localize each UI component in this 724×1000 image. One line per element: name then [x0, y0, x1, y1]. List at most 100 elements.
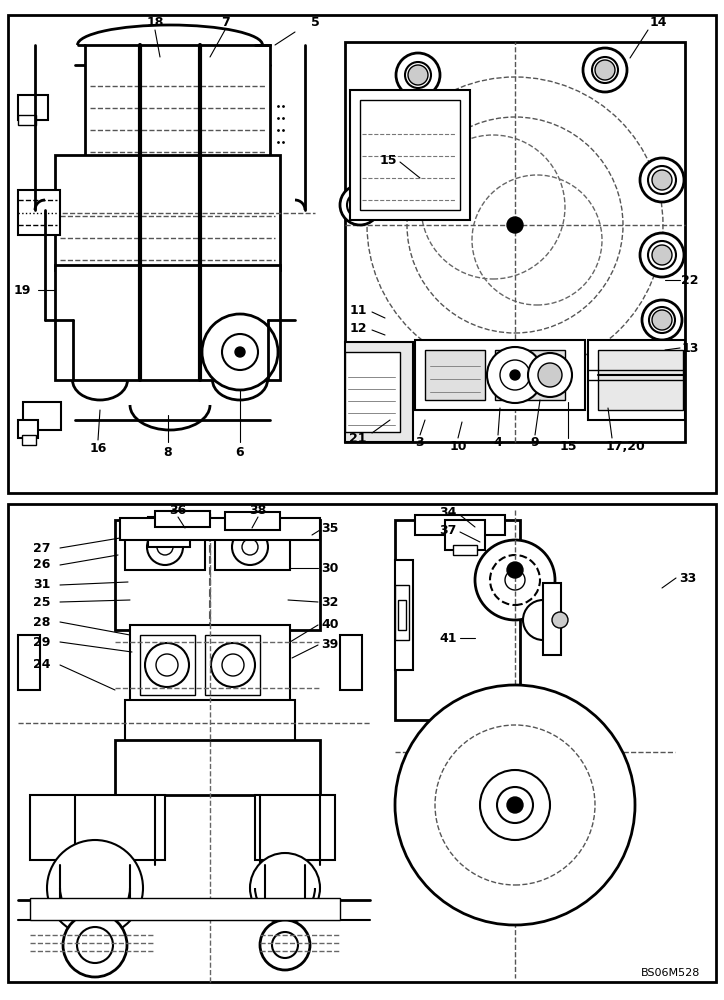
- Text: 4: 4: [494, 436, 502, 448]
- Text: 6: 6: [236, 446, 244, 458]
- Bar: [215, 525, 290, 570]
- Text: 32: 32: [321, 595, 339, 608]
- Circle shape: [642, 300, 682, 340]
- Bar: [445, 520, 485, 550]
- Circle shape: [652, 170, 672, 190]
- Circle shape: [595, 60, 615, 80]
- Text: 33: 33: [679, 572, 696, 584]
- Circle shape: [47, 840, 143, 936]
- Circle shape: [648, 166, 676, 194]
- Bar: [125, 700, 295, 745]
- Bar: [415, 515, 505, 535]
- Text: 18: 18: [146, 15, 164, 28]
- Circle shape: [232, 529, 268, 565]
- Text: 24: 24: [33, 658, 51, 672]
- Circle shape: [592, 57, 618, 83]
- Text: 30: 30: [321, 562, 339, 574]
- Circle shape: [480, 770, 550, 840]
- Text: BS06M528: BS06M528: [641, 968, 700, 978]
- Bar: [140, 635, 195, 695]
- Text: 15: 15: [559, 440, 577, 452]
- Bar: [340, 635, 362, 690]
- Bar: [395, 585, 409, 640]
- Text: 14: 14: [649, 15, 667, 28]
- Text: 10: 10: [450, 440, 467, 452]
- Circle shape: [242, 539, 258, 555]
- Bar: [130, 625, 290, 705]
- Circle shape: [500, 360, 530, 390]
- Circle shape: [510, 370, 520, 380]
- Bar: [425, 350, 485, 400]
- Text: 15: 15: [379, 153, 397, 166]
- Text: 11: 11: [349, 304, 367, 316]
- Bar: [8, 504, 716, 982]
- Text: 41: 41: [439, 632, 457, 645]
- Bar: [8, 15, 716, 493]
- Circle shape: [583, 48, 627, 92]
- Circle shape: [157, 539, 173, 555]
- Bar: [148, 517, 190, 547]
- Text: 21: 21: [349, 432, 367, 444]
- Bar: [345, 352, 400, 432]
- Bar: [398, 600, 406, 630]
- Circle shape: [235, 347, 245, 357]
- Text: 29: 29: [33, 636, 51, 648]
- Circle shape: [523, 600, 563, 640]
- Circle shape: [222, 654, 244, 676]
- Text: 8: 8: [164, 446, 172, 458]
- Text: 34: 34: [439, 506, 457, 518]
- Circle shape: [388, 176, 416, 204]
- Bar: [345, 42, 685, 442]
- Bar: [395, 560, 413, 670]
- Circle shape: [507, 797, 523, 813]
- Text: 13: 13: [681, 342, 699, 355]
- Circle shape: [648, 241, 676, 269]
- Circle shape: [475, 540, 555, 620]
- Text: 25: 25: [33, 595, 51, 608]
- Bar: [588, 340, 685, 420]
- Bar: [30, 795, 165, 860]
- Text: 31: 31: [33, 578, 51, 591]
- Circle shape: [652, 245, 672, 265]
- Bar: [18, 635, 40, 690]
- Text: 37: 37: [439, 524, 457, 536]
- Circle shape: [202, 314, 278, 390]
- Circle shape: [147, 529, 183, 565]
- Text: 40: 40: [321, 618, 339, 632]
- Circle shape: [505, 570, 525, 590]
- Circle shape: [640, 233, 684, 277]
- Bar: [120, 518, 320, 540]
- Circle shape: [652, 310, 672, 330]
- Bar: [115, 520, 320, 630]
- Bar: [18, 420, 38, 438]
- Circle shape: [405, 62, 431, 88]
- Bar: [55, 155, 280, 270]
- Text: 35: 35: [321, 522, 339, 534]
- Circle shape: [272, 932, 298, 958]
- Circle shape: [408, 65, 428, 85]
- Bar: [205, 635, 260, 695]
- Circle shape: [528, 353, 572, 397]
- Text: 28: 28: [33, 615, 51, 629]
- Circle shape: [63, 913, 127, 977]
- Circle shape: [350, 195, 370, 215]
- Bar: [55, 265, 280, 380]
- Text: 9: 9: [531, 436, 539, 448]
- Bar: [345, 342, 413, 442]
- Bar: [225, 512, 280, 530]
- Bar: [598, 350, 683, 410]
- Bar: [125, 525, 205, 570]
- Circle shape: [145, 643, 189, 687]
- Text: 3: 3: [416, 436, 424, 448]
- Bar: [115, 740, 320, 795]
- Circle shape: [250, 853, 320, 923]
- Text: 17,20: 17,20: [605, 440, 645, 452]
- Circle shape: [77, 927, 113, 963]
- Circle shape: [640, 158, 684, 202]
- Circle shape: [347, 192, 373, 218]
- Bar: [22, 435, 36, 445]
- Circle shape: [538, 363, 562, 387]
- Circle shape: [497, 787, 533, 823]
- Bar: [350, 90, 470, 220]
- Text: 12: 12: [349, 322, 367, 334]
